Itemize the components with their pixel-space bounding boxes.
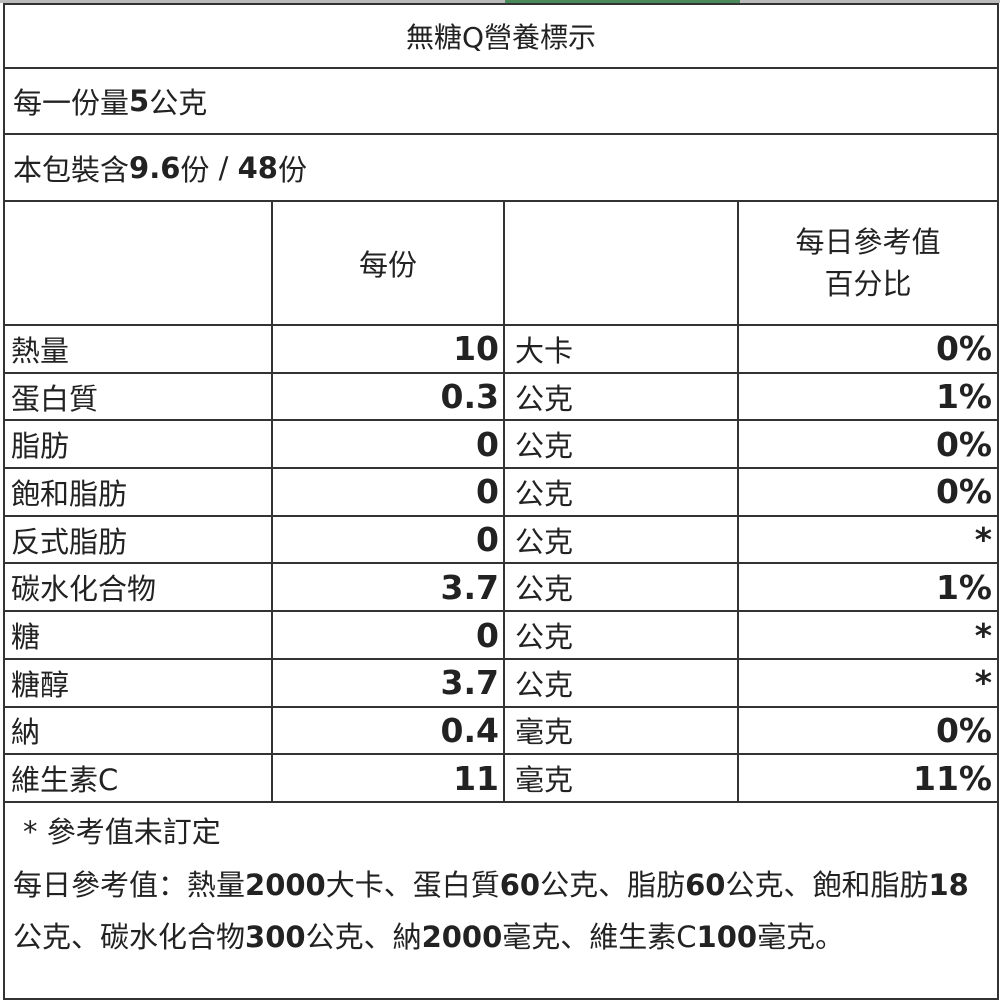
table-row: 糖醇 3.7 公克 * [5,660,997,708]
header-daily-line2: 百分比 [824,267,912,301]
table-row: 熱量 10 大卡 0% [5,326,997,374]
table-header: 每份 每日參考值 百分比 [5,202,997,326]
reference-segment: 每日參考值：熱量 [13,867,246,902]
nutrient-name: 碳水化合物 [11,572,157,607]
reference-segment: 18 [928,867,969,902]
reference-segment: 公克、脂肪 [540,867,686,902]
header-daily-value: 每日參考值 百分比 [739,202,997,324]
package-value1: 9.6 [129,150,181,185]
nutrient-unit: 公克 [515,476,574,511]
daily-percent: 0% [935,710,992,750]
reference-segment: 公克、碳水化合物 [13,920,246,954]
nutrient-name: 糖醇 [11,667,70,702]
nutrient-value: 0.3 [440,377,499,417]
table-row: 蛋白質 0.3 公克 1% [5,374,997,422]
reference-segment: 毫克、維生素C [502,920,697,954]
nutrition-label: 無糖Q營養標示 每一份量 5 公克 本包裝含 9.6 份 / 48 份 每份 每日參考值 … [3,3,999,1000]
divider [737,202,739,802]
nutrient-value: 3.7 [440,567,499,607]
package-unit2: 份 [277,152,307,187]
daily-percent: 0% [935,329,992,369]
nutrient-name: 熱量 [11,333,70,368]
daily-reference-text: 每日參考值：熱量2000大卡、蛋白質60公克、脂肪60公克、飽和脂肪18公克、碳… [13,859,989,964]
table-row: 飽和脂肪 0 公克 0% [5,469,997,517]
serving-unit: 公克 [149,86,208,120]
reference-segment: 毫克。 [757,920,845,954]
nutrient-name: 脂肪 [11,429,70,464]
footnote: * 參考值未訂定 [23,815,221,849]
nutrient-name: 飽和脂肪 [11,476,128,511]
package-prefix: 本包裝含 [13,152,130,187]
nutrient-value: 10 [453,329,499,369]
footer-notes: * 參考值未訂定 每日參考值：熱量2000大卡、蛋白質60公克、脂肪60公克、飽… [5,802,997,968]
top-edge [0,0,1000,3]
label-title: 無糖Q營養標示 [5,5,997,69]
nutrient-unit: 大卡 [515,333,574,368]
nutrient-name: 糖 [11,620,41,655]
header-daily-line1: 每日參考值 [795,225,941,259]
table-row: 糖 0 公克 * [5,612,997,660]
accent-bar [505,0,740,3]
nutrient-unit: 公克 [515,667,574,702]
nutrient-unit: 公克 [515,381,574,416]
reference-segment: 大卡、蛋白質 [325,867,500,902]
header-per-serving: 每份 [358,248,417,282]
nutrient-unit: 公克 [515,572,574,607]
serving-size: 每一份量 5 公克 [5,69,997,135]
package-sep: / [209,150,238,185]
table-row: 碳水化合物 3.7 公克 1% [5,565,997,613]
nutrient-unit: 毫克 [515,715,574,750]
serving-prefix: 每一份量 [13,86,130,120]
nutrient-unit: 公克 [515,620,574,655]
reference-segment: 2000 [421,920,503,954]
reference-segment: 公克、飽和脂肪 [725,867,929,902]
daily-percent: 0% [935,424,992,464]
daily-percent: * [974,663,992,703]
daily-percent: 1% [935,567,992,607]
nutrient-name: 維生素C [11,763,119,798]
nutrient-unit: 毫克 [515,763,574,798]
reference-segment: 60 [499,867,541,902]
reference-segment: 300 [245,920,306,954]
nutrient-value: 0 [476,520,499,560]
divider [503,202,505,802]
table-row: 納 0.4 毫克 0% [5,708,997,756]
daily-percent: 1% [935,377,992,417]
nutrient-value: 3.7 [440,663,499,703]
nutrient-name: 蛋白質 [11,381,99,416]
package-unit1: 份 [180,152,210,187]
package-value2: 48 [237,150,278,185]
reference-segment: 100 [696,920,758,954]
nutrient-value: 0.4 [440,710,499,750]
nutrient-name: 反式脂肪 [11,524,128,559]
nutrient-name: 納 [11,715,41,750]
divider [271,202,273,802]
daily-percent: 11% [913,758,992,798]
table-row: 維生素C 11 毫克 11% [5,755,997,803]
reference-segment: 公克、納 [305,920,422,954]
daily-percent: * [974,615,992,655]
serving-value: 5 [129,84,150,118]
daily-percent: 0% [935,472,992,512]
nutrient-value: 0 [476,615,499,655]
reference-segment: 60 [685,867,726,902]
nutrient-unit: 公克 [515,524,574,559]
nutrient-unit: 公克 [515,429,574,464]
nutrient-value: 0 [476,424,499,464]
nutrient-value: 11 [453,758,499,798]
daily-percent: * [974,520,992,560]
table-row: 脂肪 0 公克 0% [5,421,997,470]
table-row: 反式脂肪 0 公克 * [5,517,997,565]
servings-per-package: 本包裝含 9.6 份 / 48 份 [5,135,997,202]
nutrient-value: 0 [476,472,499,512]
reference-segment: 2000 [245,867,326,902]
